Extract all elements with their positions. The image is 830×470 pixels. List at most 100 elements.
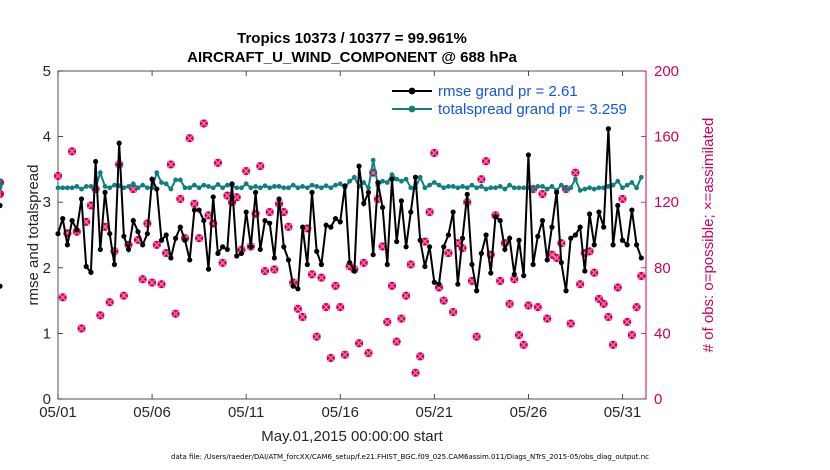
obs-assimilated-stroke	[223, 191, 232, 200]
obs-assimilated-point	[327, 354, 335, 362]
totalspread-point	[112, 182, 117, 188]
rmse-point	[445, 232, 452, 238]
totalspread-point	[361, 180, 367, 185]
obs-assimilated-stroke	[548, 250, 556, 259]
totalspread-point	[497, 184, 503, 189]
totalspread-point	[394, 176, 400, 182]
obs-assimilated-stroke	[402, 291, 410, 300]
totalspread-point	[248, 185, 254, 191]
rmse-point	[502, 246, 508, 253]
totalspread-point	[206, 184, 211, 189]
legend-entry-totalspread: totalspread grand pr = 3.259	[392, 101, 627, 118]
totalspread-point	[615, 178, 621, 184]
rmse-point	[154, 186, 160, 192]
chart-title: Tropics 10373 / 10377 = 99.961%	[237, 30, 467, 47]
totalspread-point	[398, 178, 404, 184]
y-left-tick-label: 1	[43, 325, 51, 342]
rmse-point	[474, 288, 480, 294]
rmse-point	[478, 250, 484, 256]
rmse-point	[427, 244, 433, 250]
x-axis-label: May.01,2015 00:00:00 start	[261, 428, 443, 445]
totalspread-point	[300, 184, 306, 189]
obs-assimilated-stroke	[312, 332, 321, 341]
obs-assimilated-stroke	[242, 167, 250, 175]
obs-assimilated-point	[444, 249, 453, 257]
rmse-point	[64, 242, 71, 248]
obs-assimilated-stroke	[171, 309, 180, 318]
totalspread-point	[469, 182, 475, 188]
rmse-point	[601, 224, 607, 230]
rmse-point	[497, 217, 503, 224]
obs-assimilated-point	[430, 149, 439, 157]
rmse-point	[328, 224, 334, 230]
totalspread-point	[159, 180, 164, 185]
totalspread-point	[446, 184, 451, 189]
y-left-tick-label: 3	[43, 194, 51, 211]
totalspread-point	[347, 178, 353, 184]
totalspread-point	[634, 185, 639, 191]
totalspread-point	[187, 185, 193, 191]
rmse-point	[271, 255, 277, 261]
y-right-tick-label: 0	[654, 391, 662, 408]
y-right-tick-label: 40	[654, 325, 671, 342]
rmse-point	[238, 250, 245, 256]
x-tick-label: 05/31	[604, 404, 642, 421]
obs-assimilated-stroke	[505, 300, 514, 308]
rmse-point	[572, 232, 579, 238]
rmse-point	[596, 209, 602, 215]
rmse-point	[168, 255, 174, 261]
obs-assimilated-stroke	[256, 162, 265, 170]
totalspread-point	[610, 182, 616, 188]
obs-assimilated-stroke	[628, 331, 636, 339]
totalspread-point	[351, 174, 357, 180]
x-tick-label: 05/11	[228, 404, 264, 421]
totalspread-point	[126, 184, 131, 189]
totalspread-point	[507, 182, 512, 188]
y-right-tick-label: 160	[654, 129, 679, 146]
obs-assimilated-stroke	[195, 234, 203, 243]
obs-assimilated-point	[590, 268, 599, 277]
totalspread-point	[530, 186, 536, 192]
rmse-point	[135, 229, 141, 235]
totalspread-point	[168, 186, 174, 192]
totalspread-point	[540, 184, 545, 189]
rmse-point	[535, 233, 541, 239]
obs-assimilated-stroke	[637, 272, 646, 280]
rmse-point	[394, 238, 400, 245]
obs-assimilated-stroke	[411, 368, 420, 377]
obs-assimilated-point	[359, 259, 368, 267]
obs-assimilated-stroke	[571, 168, 580, 177]
obs-assimilated-point	[167, 160, 175, 169]
obs-assimilated-point	[421, 237, 429, 246]
obs-assimilated-stroke	[533, 303, 542, 311]
rmse-point	[356, 163, 362, 169]
legend-entry-rmse: rmse grand pr = 2.61	[392, 83, 578, 100]
obs-assimilated-stroke	[388, 282, 396, 290]
rmse-point	[0, 202, 3, 209]
rmse-point	[130, 217, 136, 224]
obs-assimilated-point	[425, 208, 434, 216]
rmse-point	[554, 189, 560, 195]
rmse-point	[243, 209, 249, 215]
obs-assimilated-point	[341, 350, 349, 359]
totalspread-point	[286, 185, 291, 191]
totalspread-point	[144, 185, 150, 191]
obs-assimilated-point	[204, 211, 213, 220]
rmse-point	[370, 252, 376, 258]
obs-assimilated-stroke	[576, 280, 584, 289]
rmse-point	[506, 235, 513, 241]
obs-assimilated-point	[284, 222, 293, 231]
obs-assimilated-stroke	[331, 282, 340, 290]
totalspread-point	[408, 185, 414, 191]
rmse-point	[314, 248, 320, 254]
obs-assimilated-stroke	[557, 239, 566, 248]
obs-assimilated-point	[105, 298, 114, 307]
rmse-point	[568, 235, 574, 241]
obs-assimilated-stroke	[496, 277, 505, 285]
obs-assimilated-stroke	[298, 313, 307, 321]
rmse-point	[361, 200, 367, 207]
totalspread-point	[281, 185, 287, 191]
x-tick-label: 05/06	[133, 404, 171, 421]
rmse-point	[389, 176, 395, 182]
